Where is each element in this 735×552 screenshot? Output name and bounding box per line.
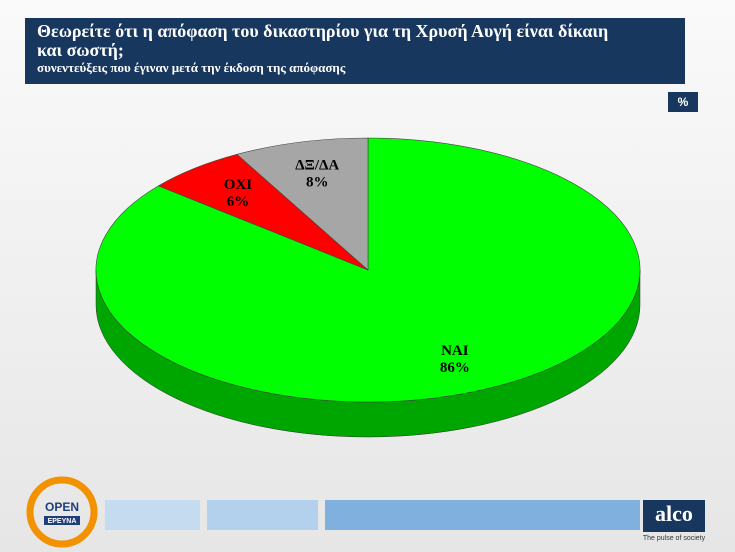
footer-bar <box>105 500 200 530</box>
slice <box>236 137 369 271</box>
open-logo-sub: ΕΡΕΥΝΑ <box>48 518 77 525</box>
tagline: The pulse of society <box>643 535 706 542</box>
header: Θεωρείτε ότι η απόφαση του δικαστηρίου γ… <box>25 18 685 84</box>
chart-subtitle: συνεντεύξεις που έγιναν μετά την έκδοση … <box>37 60 346 75</box>
open-logo: OPEN <box>45 500 79 514</box>
open-logo-band <box>44 516 80 525</box>
value-label: 8% <box>306 175 329 191</box>
alco-logo: alco <box>655 501 693 526</box>
slice-label: ΔΞ/ΔΑ <box>295 158 339 174</box>
value-label: 86% <box>440 360 470 376</box>
open-logo-ring <box>26 476 98 548</box>
footer-bar <box>207 500 318 530</box>
chart-title: Θεωρείτε ότι η απόφαση του δικαστηρίου γ… <box>37 21 609 60</box>
footer-bar <box>325 500 640 530</box>
slice-label: ΟΧΙ <box>224 177 253 193</box>
alco-box <box>643 500 705 532</box>
slice-label: ΝΑΙ <box>441 343 469 359</box>
value-label: 6% <box>227 194 250 210</box>
unit-badge: % <box>668 92 698 112</box>
